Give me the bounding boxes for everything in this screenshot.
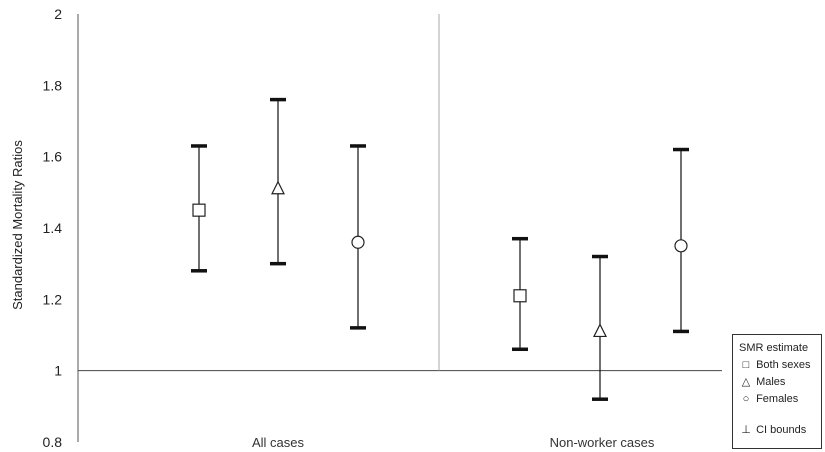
circle-marker-icon: ○: [742, 393, 750, 405]
y-tick-label-0: 0.8: [43, 434, 63, 450]
ci-bound-icon: ⊥: [741, 424, 751, 436]
y-axis-label: Standardized Mortality Ratios: [10, 140, 25, 310]
legend: SMR estimate □ Both sexes △ Males ○ Fema…: [732, 334, 822, 449]
group-label-non-worker-cases: Non-worker cases: [550, 435, 655, 450]
legend-label-females: Females: [756, 393, 799, 405]
y-tick-label-5: 1.8: [43, 77, 63, 93]
legend-entry-females: ○ Females: [739, 391, 817, 408]
legend-label-both-sexes: Both sexes: [756, 359, 811, 371]
estimate-circle-g0-s2: [351, 235, 365, 249]
estimate-triangle-g0-s1: [271, 180, 285, 195]
axes: [77, 14, 722, 442]
y-tick-label-4: 1.6: [43, 149, 63, 165]
estimate-triangle-g1-s1: [593, 323, 607, 338]
y-tick-label-6: 2: [54, 6, 62, 22]
triangle-marker-icon: △: [741, 376, 751, 388]
y-tick-label-3: 1.4: [43, 220, 63, 236]
estimate-square-g0-s0: [192, 203, 206, 217]
legend-title: SMR estimate: [739, 342, 809, 354]
y-tick-label-2: 1.2: [43, 291, 63, 307]
square-marker-icon: □: [742, 359, 750, 371]
legend-entry-males: △ Males: [739, 374, 817, 391]
estimate-circle-g1-s2: [674, 239, 688, 253]
group-label-all-cases: All cases: [252, 435, 305, 450]
legend-entry-both-sexes: □ Both sexes: [739, 357, 817, 374]
legend-label-males: Males: [756, 376, 786, 388]
data-marks: [191, 97, 689, 401]
legend-label-ci-bounds: CI bounds: [756, 424, 807, 436]
y-tick-label-1: 1: [54, 363, 62, 379]
y-tick-labels: 0.8 1 1.2 1.4 1.6 1.8 2: [43, 6, 63, 450]
legend-entry-ci-bounds: ⊥ CI bounds: [739, 422, 817, 439]
estimate-square-g1-s0: [513, 289, 527, 303]
